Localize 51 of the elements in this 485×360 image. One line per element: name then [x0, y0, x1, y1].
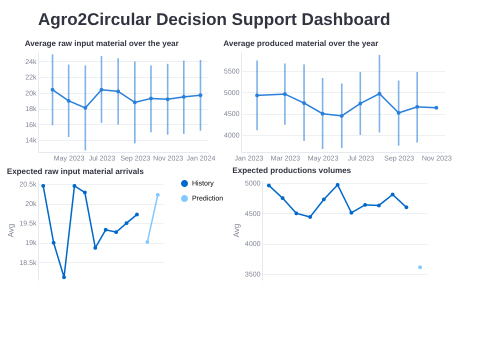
point: [83, 190, 87, 194]
point: [100, 88, 104, 92]
point: [404, 205, 408, 210]
point: [93, 246, 98, 250]
point: [104, 228, 108, 232]
line-series: [267, 182, 408, 219]
point: [83, 106, 88, 110]
point: [302, 101, 306, 105]
point: [166, 97, 170, 102]
point: [72, 184, 76, 188]
point: [198, 93, 202, 98]
point: [182, 95, 186, 99]
point: [322, 198, 326, 202]
point: [66, 98, 71, 103]
point: [41, 184, 46, 188]
point: [390, 192, 394, 196]
point: [50, 88, 54, 92]
point: [52, 240, 56, 245]
point: [434, 106, 438, 110]
y-axis-title: Avg: [232, 224, 241, 238]
point: [396, 110, 401, 115]
chart-title: Expected raw input material arrivals: [6, 166, 144, 176]
point: [267, 184, 271, 188]
point: [124, 221, 128, 226]
point: [156, 193, 160, 197]
chart-title: Average produced material over the year: [223, 39, 378, 48]
point: [149, 96, 153, 100]
point: [350, 210, 354, 215]
text: Agro2Circular Decision Support Dashboard: [38, 10, 390, 29]
point: [377, 204, 381, 208]
point: [358, 102, 362, 106]
point: [294, 211, 298, 216]
y-axis-title: Avg: [6, 224, 16, 238]
point: [280, 196, 284, 200]
point: [363, 202, 367, 207]
chart-title: Expected productions volumes: [232, 166, 352, 176]
point: [132, 100, 137, 104]
point: [336, 182, 340, 187]
point: [415, 105, 420, 109]
point: [340, 114, 344, 118]
chart-title: Average raw input material over the year: [24, 39, 179, 48]
point: [378, 92, 382, 96]
point: [116, 90, 120, 94]
point: [62, 275, 66, 280]
point: [114, 230, 118, 234]
point: [146, 240, 150, 244]
point: [135, 212, 139, 216]
point: [308, 215, 312, 219]
point: [255, 94, 259, 98]
point: [320, 112, 324, 116]
point: [283, 92, 287, 96]
